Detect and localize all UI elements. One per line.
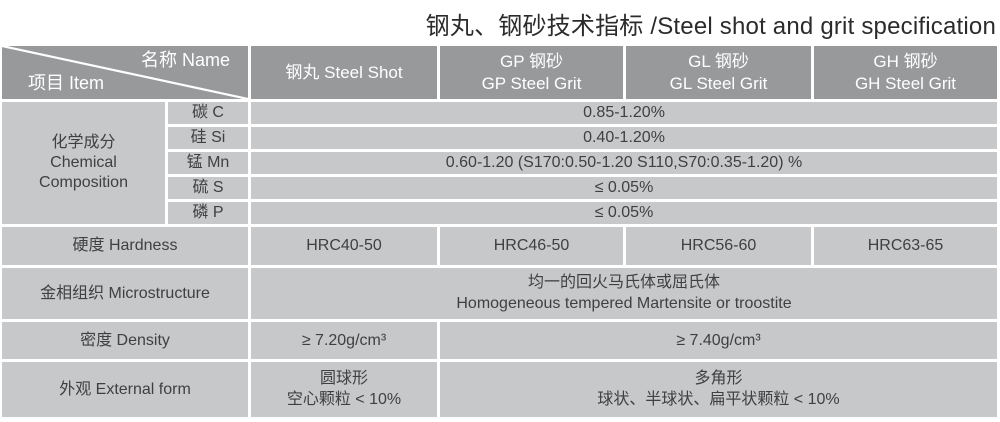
- element-label-carbon: 碳 C: [168, 102, 248, 124]
- diagonal-divider: [2, 46, 248, 99]
- microstructure-value-zh: 均一的回火马氏体或屈氏体: [527, 273, 720, 291]
- element-label-silicon: 硅 Si: [168, 127, 248, 149]
- density-grit: ≥ 7.40g/cm³: [440, 322, 997, 359]
- microstructure-label: 金相组织 Microstructure: [2, 268, 248, 319]
- header-col-steel-shot: 钢丸 Steel Shot: [251, 46, 437, 99]
- hardness-steel-shot: HRC40-50: [251, 227, 437, 265]
- hardness-gp-grit: HRC46-50: [440, 227, 623, 265]
- header-col-gh-grit-line1: GH 钢砂: [873, 52, 938, 72]
- element-label-phosphorus: 磷 P: [168, 202, 248, 224]
- value-carbon: 0.85-1.20%: [251, 102, 997, 124]
- chemical-composition-label-zh: 化学成分: [51, 134, 116, 151]
- external-form-steel-shot-line1: 圆球形: [319, 369, 368, 387]
- header-name-label: 名称 Name: [140, 50, 230, 70]
- header-col-gh-grit: GH 钢砂 GH Steel Grit: [814, 46, 997, 99]
- element-label-manganese: 锰 Mn: [168, 152, 248, 174]
- external-form-grit-line1: 多角形: [694, 369, 743, 387]
- hardness-gh-grit: HRC63-65: [814, 227, 997, 265]
- chemical-composition-label: 化学成分 Chemical Composition: [2, 102, 165, 224]
- header-col-gl-grit-line1: GL 钢砂: [688, 52, 749, 72]
- header-corner-cell: 名称 Name 项目 Item: [2, 46, 248, 99]
- microstructure-value-en: Homogeneous tempered Martensite or troos…: [456, 294, 792, 312]
- value-silicon: 0.40-1.20%: [251, 127, 997, 149]
- page-title: 钢丸、钢砂技术指标 /Steel shot and grit specifica…: [425, 12, 996, 40]
- microstructure-value: 均一的回火马氏体或屈氏体 Homogeneous tempered Marten…: [251, 268, 997, 319]
- external-form-label: 外观 External form: [2, 362, 248, 417]
- hardness-label: 硬度 Hardness: [2, 227, 248, 265]
- value-phosphorus: ≤ 0.05%: [251, 202, 997, 224]
- header-col-gp-grit: GP 钢砂 GP Steel Grit: [440, 46, 623, 99]
- header-col-steel-shot-line1: 钢丸 Steel Shot: [285, 62, 403, 82]
- chemical-composition-label-en: Chemical Composition: [39, 154, 128, 191]
- header-col-gp-grit-line2: GP Steel Grit: [481, 73, 582, 93]
- header-item-label: 项目 Item: [28, 72, 105, 93]
- value-manganese: 0.60-1.20 (S170:0.50-1.20 S110,S70:0.35-…: [251, 152, 997, 174]
- external-form-grit-line2: 球状、半球状、扁平状颗粒 < 10%: [597, 390, 840, 408]
- header-col-gh-grit-line2: GH Steel Grit: [854, 73, 957, 93]
- external-form-grit: 多角形 球状、半球状、扁平状颗粒 < 10%: [440, 362, 997, 417]
- external-form-steel-shot-line2: 空心颗粒 < 10%: [286, 390, 402, 408]
- hardness-gl-grit: HRC56-60: [626, 227, 811, 265]
- density-steel-shot: ≥ 7.20g/cm³: [251, 322, 437, 359]
- external-form-steel-shot: 圆球形 空心颗粒 < 10%: [251, 362, 437, 417]
- header-col-gl-grit: GL 钢砂 GL Steel Grit: [626, 46, 811, 99]
- density-label: 密度 Density: [2, 322, 248, 359]
- title-bar: 钢丸、钢砂技术指标 /Steel shot and grit specifica…: [0, 0, 1000, 46]
- header-col-gp-grit-line1: GP 钢砂: [500, 52, 563, 72]
- value-sulfur: ≤ 0.05%: [251, 177, 997, 199]
- header-col-gl-grit-line2: GL Steel Grit: [669, 73, 768, 93]
- spec-table: 名称 Name 项目 Item 钢丸 Steel Shot GP 钢砂 GP S…: [2, 46, 997, 417]
- element-label-sulfur: 硫 S: [168, 177, 248, 199]
